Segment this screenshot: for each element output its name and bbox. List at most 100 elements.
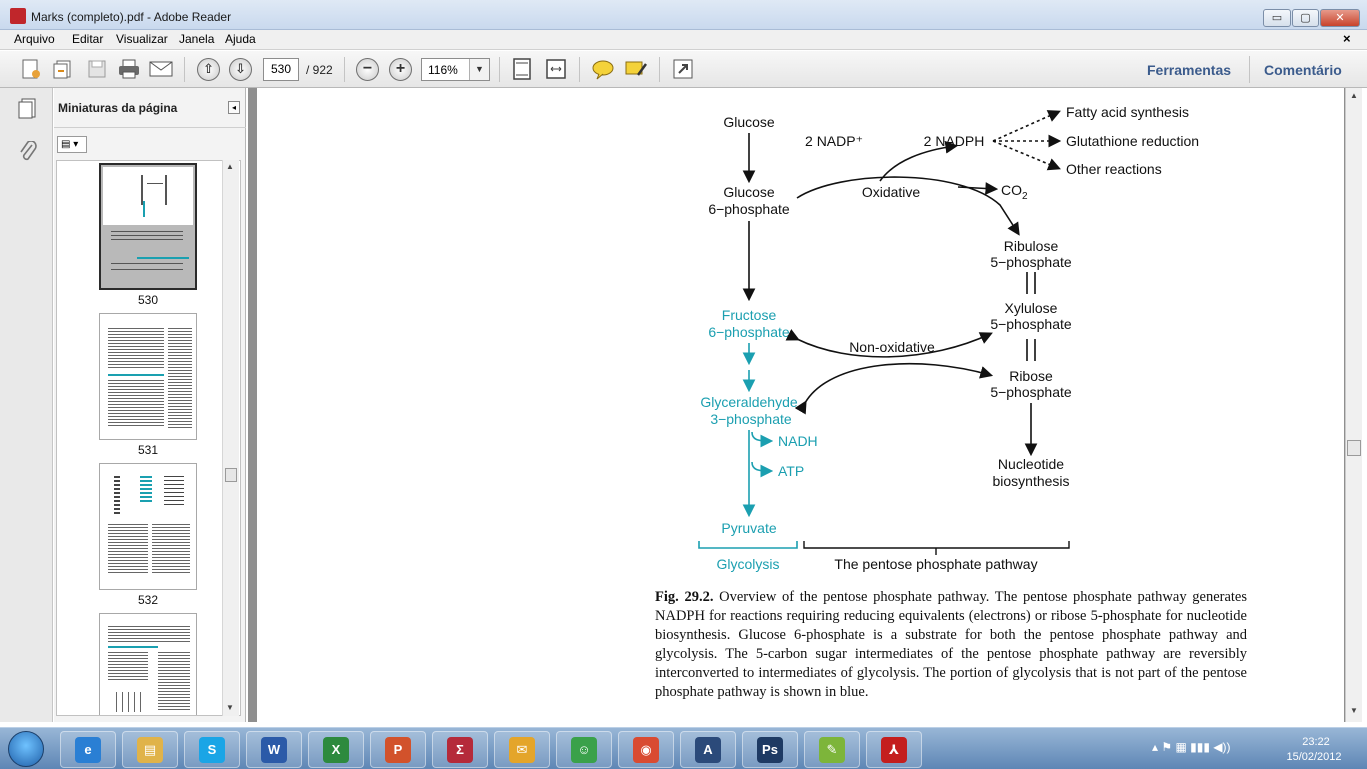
label-ppp: The pentose phosphate pathway — [834, 556, 1037, 572]
fit-width-icon[interactable] — [544, 57, 568, 81]
thumbnail-page-532[interactable] — [99, 463, 197, 590]
menu-editar[interactable]: Editar — [72, 32, 104, 46]
scroll-thumb[interactable] — [1347, 440, 1361, 456]
scroll-up-icon[interactable]: ▲ — [226, 162, 234, 171]
close-document-icon[interactable]: × — [1343, 31, 1351, 46]
toolbar-separator — [1249, 56, 1250, 83]
figure-caption: Fig. 29.2. Overview of the pentose phosp… — [655, 588, 1247, 702]
zoom-select[interactable]: 116% ▼ — [421, 58, 490, 81]
chevron-down-icon[interactable]: ▼ — [469, 59, 489, 80]
taskbar-app-photoshop[interactable]: Ps — [742, 731, 798, 768]
highlight-icon[interactable] — [624, 57, 648, 81]
thumbnail-page-530[interactable] — [99, 163, 197, 290]
label-ribulose-2: 5−phosphate — [990, 254, 1072, 270]
taskbar-app-app-a[interactable]: A — [680, 731, 736, 768]
figure-label: Fig. 29.2. — [655, 589, 714, 605]
arrow-nadh — [751, 431, 774, 448]
start-button[interactable] — [8, 731, 44, 767]
taskbar: e ▤ S W X P Σ ✉ ☺ ◉ A Ps ✎ ⅄ ▴ ⚑ ▦ ▮▮▮ ◀)) 23:22 15/0… — [0, 727, 1367, 769]
taskbar-app-excel[interactable]: X — [308, 731, 364, 768]
system-tray[interactable]: ▴ ⚑ ▦ ▮▮▮ ◀)) — [1152, 740, 1231, 754]
taskbar-app-skype[interactable]: S — [184, 731, 240, 768]
label-co2: CO2 — [1001, 182, 1028, 202]
thumbnail-options-button[interactable]: ▤ ▾ — [57, 136, 87, 153]
taskbar-app-adobe-reader[interactable]: ⅄ — [866, 731, 922, 768]
skype-icon: S — [199, 736, 225, 763]
attachments-icon[interactable] — [17, 140, 39, 165]
adobe-reader-icon — [10, 8, 26, 24]
page-number-input[interactable]: 530 — [263, 58, 299, 81]
chrome-icon: ◉ — [633, 736, 659, 763]
thumbnail-page-531[interactable] — [99, 313, 197, 440]
ie-icon: e — [75, 736, 101, 763]
menu-arquivo[interactable]: Arquivo — [14, 32, 55, 46]
arrow-non-oxidative-xylulose — [785, 329, 993, 358]
adobe-reader-icon: ⅄ — [881, 736, 907, 763]
email-icon[interactable] — [149, 57, 173, 81]
powerpoint-icon: P — [385, 736, 411, 763]
zoom-out-icon[interactable]: − — [356, 58, 379, 81]
clock-date[interactable]: 15/02/2012 — [1286, 751, 1342, 763]
taskbar-app-outlook[interactable]: ✉ — [494, 731, 550, 768]
label-nadh: NADH — [778, 433, 818, 449]
menu-janela[interactable]: Janela — [179, 32, 215, 46]
tools-link[interactable]: Ferramentas — [1147, 62, 1232, 78]
label-ribulose-1: Ribulose — [1004, 238, 1059, 254]
navigation-rail — [0, 88, 53, 722]
create-pdf-icon[interactable] — [19, 57, 43, 81]
taskbar-app-app-leaf[interactable]: ✎ — [804, 731, 860, 768]
figure-caption-text: Overview of the pentose phosphate pathwa… — [655, 589, 1248, 700]
scroll-thumb[interactable] — [225, 468, 237, 482]
taskbar-app-word[interactable]: W — [246, 731, 302, 768]
label-gap-1: Glyceraldehyde — [700, 394, 797, 410]
taskbar-app-chrome[interactable]: ◉ — [618, 731, 674, 768]
taskbar-app-powerpoint[interactable]: P — [370, 731, 426, 768]
print-icon[interactable] — [117, 57, 141, 81]
comment-icon[interactable] — [591, 57, 615, 81]
clock-time[interactable]: 23:22 — [1302, 736, 1330, 748]
minimize-button[interactable]: ▭ — [1263, 9, 1291, 27]
explorer-icon: ▤ — [137, 736, 163, 763]
save-icon[interactable] — [85, 57, 109, 81]
label-non-oxidative: Non-oxidative — [849, 339, 935, 355]
scroll-down-icon[interactable]: ▼ — [1350, 706, 1358, 715]
label-g6p-1: Glucose — [723, 184, 775, 200]
thumbnail-page-533[interactable] — [99, 613, 197, 715]
bracket-ppp — [803, 541, 1070, 555]
taskbar-app-statistics[interactable]: Σ — [432, 731, 488, 768]
label-ribose-2: 5−phosphate — [990, 384, 1072, 400]
next-page-icon[interactable]: ⇩ — [229, 58, 252, 81]
taskbar-app-explorer[interactable]: ▤ — [122, 731, 178, 768]
toolbar-separator — [659, 57, 660, 82]
label-f6p-1: Fructose — [722, 307, 777, 323]
label-pyruvate: Pyruvate — [721, 520, 776, 536]
menu-ajuda[interactable]: Ajuda — [225, 32, 256, 46]
taskbar-app-ie[interactable]: e — [60, 731, 116, 768]
page-thumbnails-icon[interactable] — [17, 97, 39, 121]
scroll-up-icon[interactable]: ▲ — [1350, 91, 1358, 100]
comment-link[interactable]: Comentário — [1264, 62, 1342, 78]
collapse-panel-icon[interactable]: ◂ — [228, 101, 240, 114]
menu-visualizar[interactable]: Visualizar — [116, 32, 168, 46]
equilibrium-ribulose-xylulose — [1026, 272, 1036, 294]
app-leaf-icon: ✎ — [819, 736, 845, 763]
scroll-down-icon[interactable]: ▼ — [226, 703, 234, 712]
maximize-button[interactable]: ▢ — [1292, 9, 1319, 27]
close-button[interactable]: ✕ — [1320, 9, 1360, 27]
thumbnail-scrollbar[interactable]: ▲ ▼ — [222, 160, 239, 716]
fit-page-icon[interactable] — [510, 57, 534, 81]
arrow-atp — [751, 461, 774, 478]
zoom-in-icon[interactable]: + — [389, 58, 412, 81]
arrow-co2 — [957, 182, 999, 195]
arrow-nadp-nadph — [879, 140, 959, 182]
document-scrollbar[interactable]: ▲ ▼ — [1345, 88, 1362, 722]
taskbar-app-messenger[interactable]: ☺ — [556, 731, 612, 768]
expand-icon[interactable] — [671, 57, 695, 81]
photoshop-icon: Ps — [757, 736, 783, 763]
thumbnail-list[interactable]: 530 531 532 — [56, 160, 241, 716]
combine-files-icon[interactable] — [51, 57, 75, 81]
label-oxidative: Oxidative — [862, 184, 921, 200]
previous-page-icon[interactable]: ⇧ — [197, 58, 220, 81]
toolbar-separator — [184, 57, 185, 82]
